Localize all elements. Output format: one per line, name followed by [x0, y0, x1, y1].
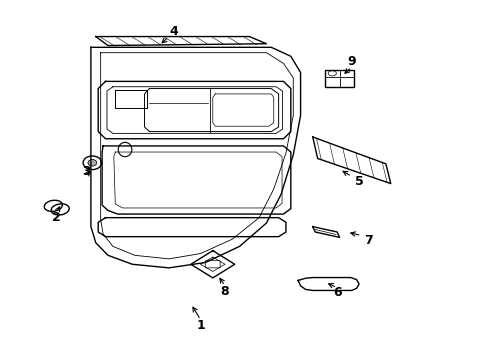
Text: 6: 6 [332, 287, 341, 300]
Text: 9: 9 [347, 55, 355, 68]
Text: 4: 4 [169, 25, 178, 38]
Text: 3: 3 [81, 165, 90, 177]
Text: 1: 1 [196, 319, 204, 332]
Bar [325, 69, 353, 87]
Text: 7: 7 [364, 234, 372, 247]
Text: 2: 2 [52, 211, 61, 224]
Ellipse shape [88, 159, 97, 166]
Text: 8: 8 [220, 285, 229, 298]
Text: 5: 5 [354, 175, 363, 188]
